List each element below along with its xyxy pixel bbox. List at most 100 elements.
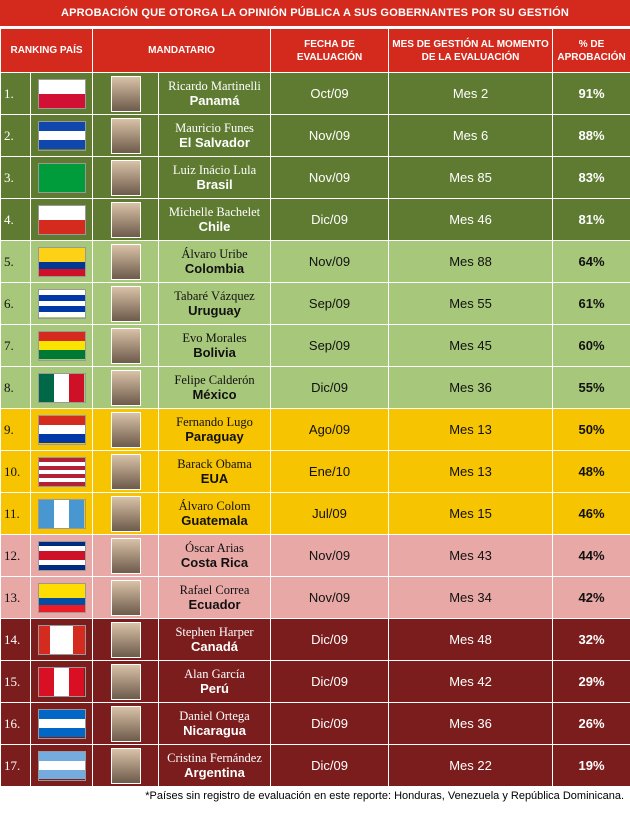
aprobacion: 64% xyxy=(552,240,630,283)
aprobacion: 32% xyxy=(552,618,630,661)
fecha: Ene/10 xyxy=(270,450,390,493)
flag xyxy=(37,330,86,361)
mandatario: Cristina Fernández Argentina xyxy=(158,744,272,787)
row: 6. Tabaré Vázquez Uruguay Sep/09 Mes 55 61% xyxy=(0,282,630,325)
aprobacion: 60% xyxy=(552,324,630,367)
country: Ecuador xyxy=(188,597,241,612)
col-header: Ranking País xyxy=(0,28,94,73)
col-header: Mandatario xyxy=(92,28,272,73)
flag xyxy=(37,204,86,235)
name: Óscar Arias xyxy=(185,541,244,555)
fecha: Oct/09 xyxy=(270,72,390,115)
country: El Salvador xyxy=(179,135,250,150)
country: EUA xyxy=(200,471,229,486)
photo-cell xyxy=(92,324,160,367)
mandatario: Rafael Correa Ecuador xyxy=(158,576,272,619)
flag-cell xyxy=(29,198,94,241)
fecha: Ago/09 xyxy=(270,408,390,451)
photo xyxy=(110,705,141,742)
aprobacion: 81% xyxy=(552,198,630,241)
rank: 3. xyxy=(0,156,31,199)
aprobacion: 50% xyxy=(552,408,630,451)
rank: 17. xyxy=(0,744,31,787)
row: 14. Stephen Harper Canadá Dic/09 Mes 48 32% xyxy=(0,618,630,661)
fecha: Dic/09 xyxy=(270,618,390,661)
flag-cell xyxy=(29,702,94,745)
photo-cell xyxy=(92,408,160,451)
name: Álvaro Colom xyxy=(178,499,251,513)
photo-cell xyxy=(92,744,160,787)
mandatario: Óscar Arias Costa Rica xyxy=(158,534,272,577)
rank: 12. xyxy=(0,534,31,577)
flag-cell xyxy=(29,744,94,787)
mes: Mes 13 xyxy=(388,450,554,493)
row: 4. Michelle Bachelet Chile Dic/09 Mes 46 81% xyxy=(0,198,630,241)
name: Tabaré Vázquez xyxy=(174,289,255,303)
flag xyxy=(37,750,86,781)
country: Panamá xyxy=(189,93,240,108)
photo xyxy=(110,411,141,448)
mes: Mes 36 xyxy=(388,366,554,409)
aprobacion: 46% xyxy=(552,492,630,535)
row: 15. Alan García Perú Dic/09 Mes 42 29% xyxy=(0,660,630,703)
name: Mauricio Funes xyxy=(175,121,254,135)
country: Uruguay xyxy=(188,303,241,318)
rank: 14. xyxy=(0,618,31,661)
rank: 9. xyxy=(0,408,31,451)
mes: Mes 6 xyxy=(388,114,554,157)
flag xyxy=(37,162,86,193)
mandatario: Fernando Lugo Paraguay xyxy=(158,408,272,451)
rank: 5. xyxy=(0,240,31,283)
row: 3. Luiz Inácio Lula Brasil Nov/09 Mes 85 83% xyxy=(0,156,630,199)
flag xyxy=(37,498,86,529)
mes: Mes 13 xyxy=(388,408,554,451)
row: 8. Felipe Calderón México Dic/09 Mes 36 55% xyxy=(0,366,630,409)
flag-cell xyxy=(29,240,94,283)
photo-cell xyxy=(92,240,160,283)
flag xyxy=(37,456,86,487)
mes: Mes 43 xyxy=(388,534,554,577)
mes: Mes 45 xyxy=(388,324,554,367)
name: Daniel Ortega xyxy=(179,709,250,723)
photo-cell xyxy=(92,198,160,241)
country: Brasil xyxy=(196,177,233,192)
flag-cell xyxy=(29,534,94,577)
col-header: % de aprobación xyxy=(552,28,630,73)
header-row: Ranking País Mandatario Fecha de evaluac… xyxy=(0,28,630,73)
flag-cell xyxy=(29,72,94,115)
flag-cell xyxy=(29,450,94,493)
name: Luiz Inácio Lula xyxy=(172,163,257,177)
rank: 4. xyxy=(0,198,31,241)
mandatario: Alan García Perú xyxy=(158,660,272,703)
row: 12. Óscar Arias Costa Rica Nov/09 Mes 43 44% xyxy=(0,534,630,577)
row: 13. Rafael Correa Ecuador Nov/09 Mes 34 42% xyxy=(0,576,630,619)
flag xyxy=(37,666,86,697)
mandatario: Barack Obama EUA xyxy=(158,450,272,493)
photo-cell xyxy=(92,450,160,493)
aprobacion: 29% xyxy=(552,660,630,703)
rank: 15. xyxy=(0,660,31,703)
row: 2. Mauricio Funes El Salvador Nov/09 Mes 6 88… xyxy=(0,114,630,157)
row: 9. Fernando Lugo Paraguay Ago/09 Mes 13 50% xyxy=(0,408,630,451)
title: Aprobación que otorga la opinión pública… xyxy=(0,0,630,26)
aprobacion: 48% xyxy=(552,450,630,493)
footnote: *Países sin registro de evaluación en es… xyxy=(145,790,624,802)
country: Bolivia xyxy=(193,345,236,360)
fecha: Sep/09 xyxy=(270,282,390,325)
photo xyxy=(110,579,141,616)
row: 7. Evo Morales Bolivia Sep/09 Mes 45 60% xyxy=(0,324,630,367)
rank: 7. xyxy=(0,324,31,367)
mandatario: Álvaro Colom Guatemala xyxy=(158,492,272,535)
photo-cell xyxy=(92,282,160,325)
flag xyxy=(37,372,86,403)
rank: 8. xyxy=(0,366,31,409)
fecha: Jul/09 xyxy=(270,492,390,535)
name: Barack Obama xyxy=(177,457,252,471)
aprobacion: 83% xyxy=(552,156,630,199)
mandatario: Álvaro Uribe Colombia xyxy=(158,240,272,283)
name: Felipe Calderón xyxy=(174,373,255,387)
photo xyxy=(110,537,141,574)
photo-cell xyxy=(92,534,160,577)
rank: 2. xyxy=(0,114,31,157)
fecha: Dic/09 xyxy=(270,660,390,703)
